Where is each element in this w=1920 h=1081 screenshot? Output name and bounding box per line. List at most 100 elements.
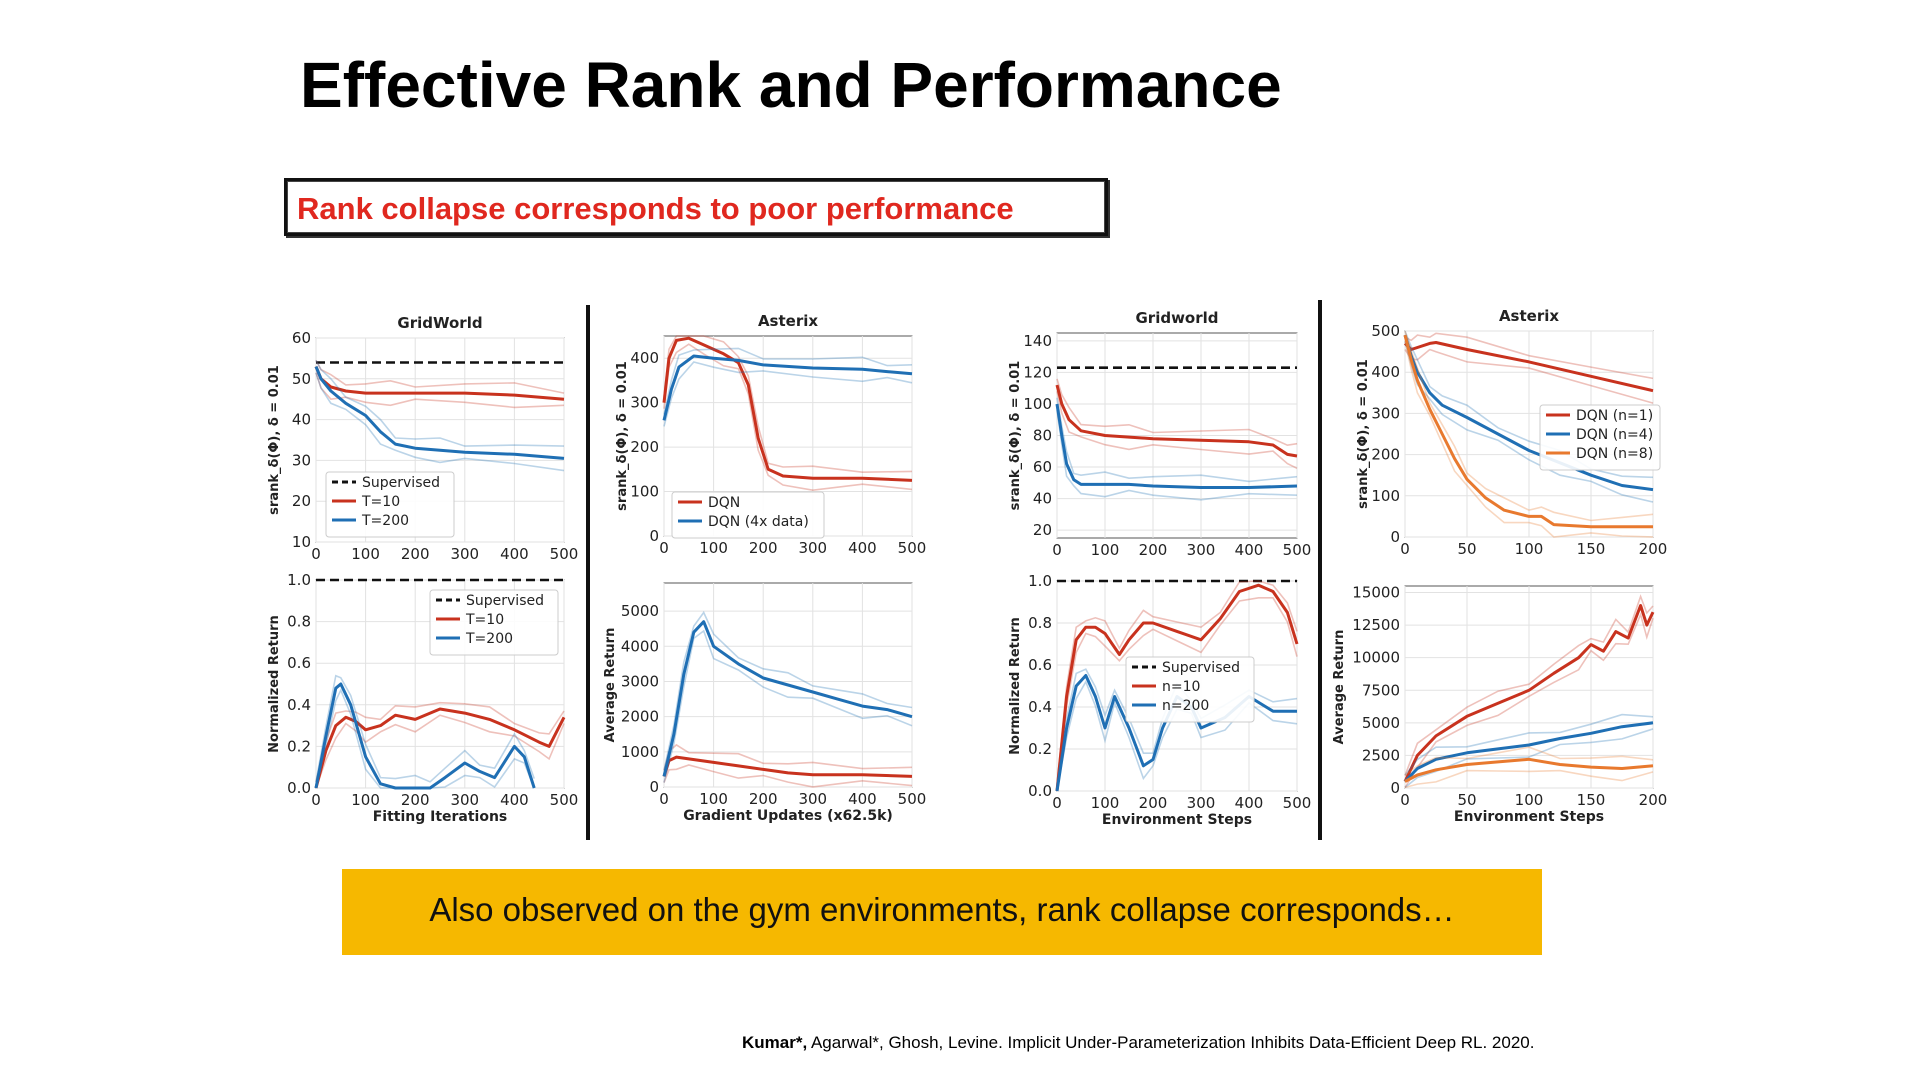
series-shadow-line <box>315 372 565 472</box>
callout-text: Rank collapse corresponds to poor perfor… <box>297 191 1014 226</box>
highlight-banner: Also observed on the gym environments, r… <box>342 869 1542 955</box>
series-shadow-line <box>1056 679 1298 792</box>
legend-label: n=200 <box>1162 698 1209 714</box>
x-tick-label: 200 <box>401 545 430 563</box>
y-tick-label: 0 <box>649 778 659 796</box>
y-tick-label: 3000 <box>621 672 659 690</box>
y-tick-label: 0 <box>1390 779 1400 797</box>
legend-label: Supervised <box>1162 660 1240 676</box>
y-axis-label: Average Return <box>603 628 618 743</box>
y-tick-label: 120 <box>1023 363 1052 381</box>
x-tick-label: 100 <box>1515 540 1544 558</box>
y-tick-label: 0.6 <box>287 654 311 672</box>
series-line <box>662 354 913 421</box>
chart-asterix-return-nstep: 0 50 100 150 200 0 2500 5000 7500 10000 12500 15000… <box>1332 584 1667 825</box>
x-axis-label: Gradient Updates (x62.5k) <box>683 808 893 824</box>
x-tick-label: 50 <box>1457 540 1476 558</box>
x-tick-label: 0 <box>1052 541 1062 559</box>
y-axis-label: srank_δ(Φ), δ = 0.01 <box>267 365 282 515</box>
x-tick-label: 200 <box>749 539 778 557</box>
series-shadow-line <box>1404 746 1654 777</box>
citation: Kumar*, Agarwal*, Ghosh, Levine. Implici… <box>742 1032 1562 1054</box>
x-tick-label: 100 <box>1515 791 1544 809</box>
y-tick-label: 100 <box>630 483 659 501</box>
series-shadow-line <box>315 714 565 789</box>
series-shadow-line <box>315 372 565 409</box>
y-tick-label: 40 <box>292 411 311 429</box>
series-line <box>1403 721 1654 783</box>
series-line <box>662 620 913 777</box>
y-tick-label: 30 <box>292 451 311 469</box>
x-tick-label: 500 <box>898 539 927 557</box>
x-tick-label: 100 <box>699 790 728 808</box>
y-axis-label: srank_δ(Φ), δ = 0.01 <box>615 361 630 511</box>
series-line <box>1055 583 1299 792</box>
banner-text: Also observed on the gym environments, r… <box>429 891 1455 928</box>
x-tick-label: 500 <box>550 791 579 809</box>
series-shadow-line <box>663 335 913 474</box>
x-tick-label: 0 <box>659 539 669 557</box>
x-axis-label: Environment Steps <box>1102 812 1252 828</box>
legend-box <box>429 589 559 656</box>
y-tick-label: 500 <box>1371 322 1400 340</box>
series-shadow-line <box>663 610 913 771</box>
series-shadow-line <box>663 361 913 427</box>
x-tick-label: 300 <box>798 539 827 557</box>
series-line <box>662 336 913 482</box>
legend-label: DQN (n=1) <box>1576 408 1653 424</box>
y-tick-label: 0 <box>1390 528 1400 546</box>
series-shadow-line <box>1404 612 1654 788</box>
legend-label: T=200 <box>465 631 513 647</box>
y-tick-label: 0.4 <box>287 696 311 714</box>
y-axis-label: Normalized Return <box>267 615 282 753</box>
y-tick-label: 50 <box>292 370 311 388</box>
series-line <box>1403 334 1653 529</box>
series-shadow-line <box>315 360 565 447</box>
y-tick-label: 200 <box>630 438 659 456</box>
x-tick-label: 400 <box>500 791 529 809</box>
y-tick-label: 20 <box>292 492 311 510</box>
y-axis-label: srank_δ(Φ), δ = 0.01 <box>1008 361 1023 511</box>
y-tick-label: 0.8 <box>1028 614 1052 632</box>
x-tick-label: 500 <box>1283 794 1312 812</box>
y-tick-label: 10 <box>292 533 311 551</box>
series-line <box>1055 403 1298 489</box>
series-shadow-line <box>315 674 535 783</box>
y-tick-label: 140 <box>1023 332 1052 350</box>
series-shadow-line <box>1056 397 1298 483</box>
legend-label: DQN (n=4) <box>1576 427 1653 443</box>
chart-gridworld-rank-nstep: 0 100 200 300 400 500 20 40 60 80 100 120 140 Gridwor… <box>1008 309 1311 559</box>
x-tick-label: 200 <box>1639 791 1668 809</box>
x-tick-label: 500 <box>1283 541 1312 559</box>
x-tick-label: 200 <box>401 791 430 809</box>
y-axis-label: Normalized Return <box>1008 617 1023 755</box>
x-tick-label: 0 <box>659 790 669 808</box>
slide-title: Effective Rank and Performance <box>300 49 1282 121</box>
legend-label: DQN (4x data) <box>708 514 809 530</box>
x-tick-label: 300 <box>450 545 479 563</box>
series-shadow-line <box>1056 580 1298 785</box>
x-tick-label: 400 <box>1235 541 1264 559</box>
legend-label: Supervised <box>362 475 440 491</box>
series-shadow-line <box>315 701 565 782</box>
series-shadow-line <box>1404 594 1654 776</box>
series-line <box>1403 341 1654 393</box>
x-tick-label: 300 <box>1187 794 1216 812</box>
chart-asterix-return: 0 100 200 300 400 500010002000300040005000Gra… <box>603 582 926 824</box>
y-tick-label: 12500 <box>1352 616 1400 634</box>
y-tick-label: 80 <box>1033 427 1052 445</box>
series-shadow-line <box>1404 769 1654 789</box>
y-tick-label: 300 <box>1371 404 1400 422</box>
series-line <box>1055 384 1298 458</box>
series-shadow-line <box>1404 713 1654 776</box>
legend-label: T=10 <box>465 612 504 628</box>
legend-label: T=10 <box>361 494 400 510</box>
series-shadow-line <box>663 629 913 783</box>
series-line <box>1403 604 1655 783</box>
citation-rest: Agarwal*, Ghosh, Levine. Implicit Under-… <box>807 1033 1535 1052</box>
x-tick-label: 200 <box>1639 540 1668 558</box>
y-tick-label: 10000 <box>1352 649 1400 667</box>
chart-asterix-rank-nstep: 0 50 100 150 200 0 100 200 300 400 500 Asterix srank… <box>1356 307 1667 558</box>
y-tick-label: 0.2 <box>1028 740 1052 758</box>
